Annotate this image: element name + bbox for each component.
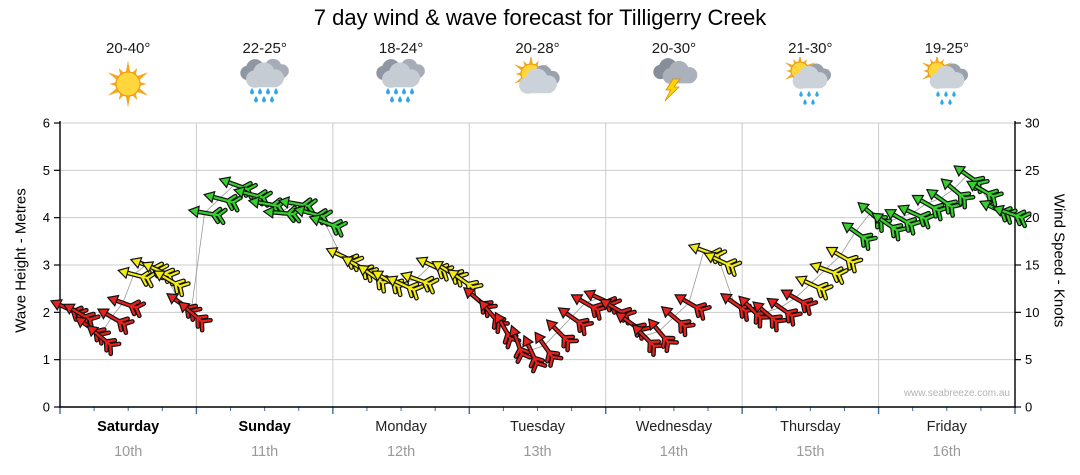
wind-barb (117, 266, 158, 289)
day-name: Sunday (238, 419, 291, 435)
wind-barb (152, 270, 191, 298)
day-temp-range: 20-40° (106, 40, 151, 57)
wind-barb (794, 275, 834, 301)
day-date: 10th (114, 444, 143, 460)
wind-barb (631, 323, 665, 358)
wind-barb (277, 196, 318, 216)
day-name: Wednesday (635, 419, 713, 435)
day-date: 12th (386, 444, 416, 460)
wave-height-tick-label: 1 (43, 352, 50, 367)
wind-barb (508, 324, 533, 365)
day-date: 14th (659, 444, 689, 460)
wind-barb (570, 294, 609, 321)
wind-barb (96, 308, 135, 336)
wind-barb (545, 319, 580, 353)
wave-height-tick-label: 3 (43, 258, 50, 273)
day-temp-range: 20-28° (515, 40, 560, 57)
wind-barb (809, 261, 849, 285)
wind-barb (825, 246, 864, 274)
sun-shower-weather-icon (920, 53, 974, 111)
wind-speed-tick-label: 5 (1025, 352, 1032, 367)
wind-barb (752, 301, 788, 333)
wind-barb (992, 204, 1032, 229)
wind-barb (177, 301, 213, 333)
day-name: Monday (375, 419, 427, 435)
sun-shower-weather-icon (783, 53, 837, 111)
wave-height-tick-label: 5 (43, 163, 50, 178)
wave-height-tick-label: 2 (43, 305, 50, 320)
page-title: 7 day wind & wave forecast for Tilligerr… (313, 5, 767, 30)
wind-speed-tick-label: 0 (1025, 400, 1032, 415)
rain-weather-icon (374, 57, 428, 111)
wind-barb (557, 307, 595, 337)
wind-barb (925, 188, 963, 218)
wave-height-tick-label: 4 (43, 210, 50, 225)
wind-barb (308, 214, 349, 238)
wind-barb (884, 209, 922, 236)
wind-barb (966, 180, 1004, 208)
wind-barb (534, 331, 564, 368)
sunny-weather-icon (101, 57, 155, 111)
wind-barb (911, 194, 950, 222)
wind-speed-tick-label: 30 (1025, 116, 1039, 131)
day-temp-range: 20-30° (651, 40, 697, 57)
wind-speed-tick-label: 10 (1025, 305, 1039, 320)
wind-barb (738, 295, 772, 329)
wind-barb (857, 201, 893, 234)
rain-weather-icon (238, 57, 292, 111)
wind-barb (399, 271, 440, 295)
day-temp-range: 18-24° (378, 40, 424, 57)
wind-barb (106, 294, 147, 319)
partly-cloudy-weather-icon (511, 54, 565, 111)
wind-barb (660, 306, 696, 338)
day-name: Tuesday (509, 419, 566, 435)
day-temp-range: 21-30° (788, 40, 833, 57)
wind-barb (766, 297, 803, 327)
wind-barb (187, 205, 228, 226)
wind-barb (897, 204, 936, 230)
day-temp-range: 22-25° (242, 40, 287, 57)
day-date: 13th (523, 444, 552, 460)
left-axis-ticks: 0 1 2 3 4 5 6 (43, 116, 60, 415)
days-header: 20-40° 22-25° 18-24° 20-28° 20-30° 21-30° 19-2… (0, 0, 1080, 120)
wind-barb (703, 251, 743, 277)
wind-barb (674, 294, 712, 321)
wind-speed-tick-label: 15 (1025, 258, 1039, 273)
wind-speed-tick-label: 25 (1025, 163, 1039, 178)
wind-barb (385, 275, 425, 301)
wind-barb (841, 222, 878, 251)
wind-barb (940, 178, 976, 210)
wind-trend-line (65, 174, 1009, 351)
wind-barb (647, 318, 680, 354)
wind-barb (202, 190, 243, 213)
day-date: 16th (932, 444, 961, 460)
wind-barb (780, 289, 819, 317)
day-date: 15th (796, 444, 825, 460)
wind-barb (86, 324, 122, 357)
day-name: Friday (926, 419, 967, 435)
wind-barbs (49, 165, 1032, 374)
day-date: 11th (251, 444, 279, 460)
wind-barb (62, 303, 101, 331)
x-axis-ticks (59, 407, 1016, 414)
thunderstorm-weather-icon (647, 57, 701, 111)
day-labels: Saturday 10th Sunday 11th Monday 12th Tuesday 1… (0, 419, 1080, 475)
wave-height-tick-label: 6 (43, 116, 50, 131)
day-temp-range: 19-25° (924, 40, 969, 57)
wave-height-tick-label: 0 (43, 400, 50, 415)
day-name: Saturday (97, 419, 160, 435)
day-name: Thursday (780, 419, 841, 435)
wind-barb (415, 256, 455, 282)
wind-barb (522, 334, 548, 374)
watermark: www.seabreeze.com.au (903, 388, 1010, 399)
wind-barb (871, 212, 908, 242)
